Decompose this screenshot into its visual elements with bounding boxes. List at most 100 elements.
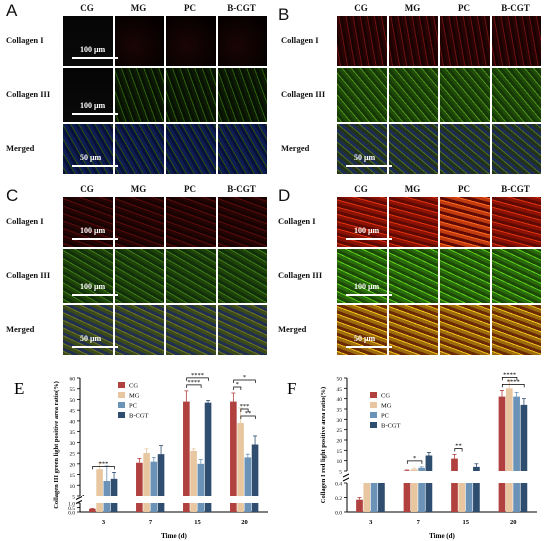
significance-bracket — [406, 460, 423, 464]
significance-label: *** — [240, 403, 250, 410]
y-tick-label: 50 — [70, 398, 76, 404]
scale-bar-label: 50 μm — [80, 153, 102, 162]
column-header: B-CGT — [227, 3, 256, 13]
bar — [204, 402, 212, 512]
significance-bracket — [240, 408, 249, 413]
scale-bar — [346, 238, 392, 240]
legend-label: PC — [381, 413, 389, 420]
y-tick-label: 25 — [70, 452, 76, 458]
legend-label: CG — [129, 383, 138, 390]
y-tick-label: 60 — [70, 377, 76, 383]
legend-swatch — [118, 382, 125, 388]
significance-label: * — [236, 381, 239, 388]
significance-label: **** — [187, 379, 200, 386]
column-header: MG — [404, 3, 421, 13]
scale-bar-label: 100 μm — [80, 101, 106, 110]
column-header: PC — [458, 184, 470, 194]
y-tick-label: 0.0 — [335, 511, 342, 517]
scale-bar — [346, 294, 392, 296]
micrograph-image — [490, 304, 542, 356]
row-label: Merged — [281, 143, 310, 153]
bar — [183, 401, 190, 512]
y-tick-label: 15 — [70, 473, 76, 479]
micrograph-image — [216, 304, 268, 356]
x-tick-label: 15 — [194, 519, 201, 526]
significance-bracket — [186, 384, 202, 388]
axis-break-gap — [129, 496, 172, 503]
micrograph-image — [165, 15, 217, 67]
scale-bar — [72, 346, 118, 348]
y-tick-label: 45 — [337, 387, 343, 393]
scale-bar — [72, 165, 118, 167]
micrograph-image — [439, 123, 491, 175]
row-label: Collagen I — [6, 35, 44, 45]
legend-swatch — [118, 392, 125, 398]
bar — [89, 508, 96, 512]
legend-swatch — [370, 412, 377, 418]
column-header: B-CGT — [501, 184, 530, 194]
y-tick-label: 50 — [337, 377, 343, 383]
panel-letter-f: F — [287, 379, 296, 398]
legend-swatch — [118, 412, 125, 418]
significance-bracket — [233, 379, 256, 384]
micrograph-image — [336, 123, 388, 175]
row-label: Merged — [6, 143, 35, 153]
column-header: CG — [354, 3, 368, 13]
micrograph-image — [165, 248, 217, 304]
column-header: PC — [184, 3, 196, 13]
y-tick-label: 0.4 — [335, 482, 342, 488]
panel-letter-c: C — [6, 186, 19, 205]
bar-chart-e: E 0.00.51.05 10 15 20 25 30 35 40 45 50 55 60 Collage… — [14, 372, 268, 540]
column-header: MG — [404, 184, 421, 194]
bar — [513, 396, 520, 512]
y-tick-label: 25 — [337, 428, 343, 434]
row-label: Merged — [278, 324, 307, 334]
scale-bar-label: 100 μm — [80, 282, 106, 291]
micrograph-image — [113, 15, 165, 67]
micrograph-image — [113, 304, 165, 356]
column-header: PC — [184, 184, 196, 194]
micrograph-image — [490, 123, 542, 175]
scale-bar — [346, 165, 392, 167]
legend-swatch — [370, 392, 377, 398]
row-label: Collagen III — [278, 270, 323, 280]
scale-bar — [72, 57, 118, 59]
legend-swatch — [370, 402, 377, 408]
bar — [237, 423, 244, 512]
micrograph-image — [62, 196, 114, 248]
row-label: Collagen I — [281, 35, 319, 45]
micrograph-image — [336, 196, 388, 248]
scale-bar — [72, 294, 118, 296]
y-tick-label: 0.0 — [68, 511, 75, 517]
micrograph-image — [490, 15, 542, 67]
significance-label: *** — [99, 460, 109, 467]
bar — [96, 469, 103, 512]
significance-label: ** — [245, 410, 252, 417]
column-header: MG — [130, 184, 147, 194]
scale-bar-label: 100 μm — [354, 226, 380, 235]
significance-bracket — [454, 448, 463, 452]
significance-label: * — [243, 374, 246, 381]
scale-bar — [346, 346, 392, 348]
scale-bar-label: 100 μm — [80, 226, 106, 235]
micrograph-image — [439, 15, 491, 67]
legend-label: B-CGT — [381, 423, 401, 430]
column-header: CG — [80, 184, 94, 194]
significance-label: ** — [455, 442, 462, 449]
micrograph-image — [336, 304, 388, 356]
bar — [451, 458, 458, 512]
significance-bracket — [233, 386, 242, 391]
micrograph-image — [165, 304, 217, 356]
legend-swatch — [118, 402, 125, 408]
axis-break-gap — [349, 471, 393, 483]
bar — [190, 450, 197, 512]
micrograph-image — [113, 196, 165, 248]
column-header: CG — [80, 3, 94, 13]
x-tick-label: 3 — [369, 519, 373, 526]
panel-letter-b: B — [278, 5, 290, 24]
micrograph-image — [387, 123, 439, 175]
scale-bar — [72, 113, 118, 115]
axis-break-gap — [444, 471, 488, 483]
bar — [473, 466, 480, 512]
bar — [378, 476, 385, 512]
